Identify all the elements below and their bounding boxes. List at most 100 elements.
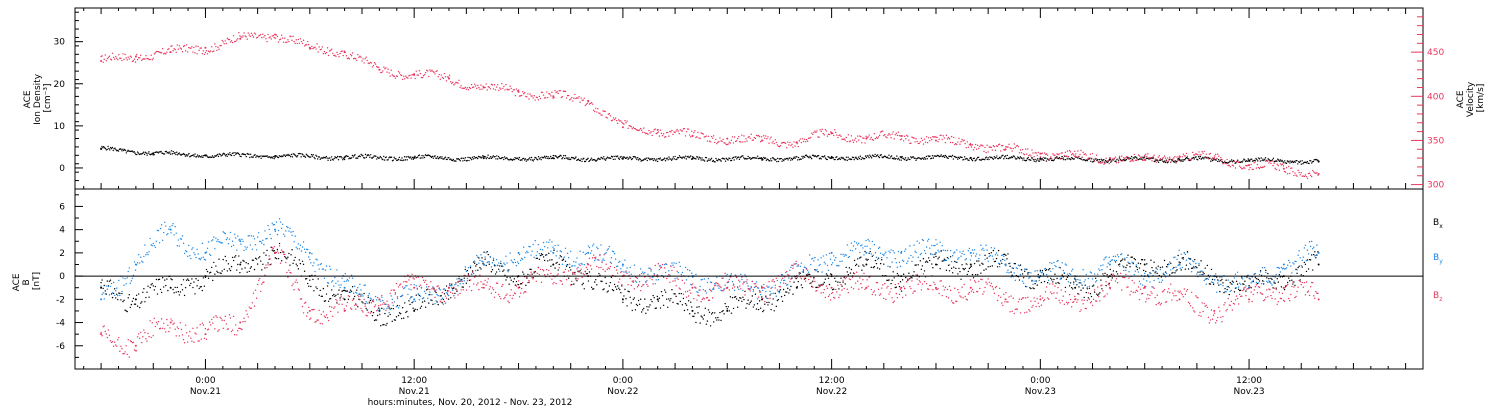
data-sample [870,251,871,252]
data-sample [194,254,195,255]
data-sample [1219,291,1220,292]
data-sample [792,294,793,295]
data-sample [1248,169,1249,170]
data-sample [341,50,342,51]
data-sample [721,311,722,312]
data-sample [696,307,697,308]
data-sample [1254,160,1255,161]
data-sample [176,232,177,233]
data-sample [252,249,253,250]
data-sample [764,304,765,305]
data-sample [896,286,897,287]
data-sample [134,152,135,153]
data-sample [535,157,536,158]
data-sample [807,270,808,271]
data-sample [313,154,314,155]
data-sample [1009,266,1010,267]
data-sample [834,129,835,130]
data-sample [600,158,601,159]
data-sample [856,264,857,265]
data-sample [1199,271,1200,272]
data-sample [707,320,708,321]
data-sample [693,132,694,133]
data-sample [963,159,964,160]
data-sample [317,51,318,52]
data-sample [513,159,514,160]
data-sample [854,159,855,160]
data-sample [591,157,592,158]
data-sample [261,37,262,38]
data-sample [787,284,788,285]
data-sample [632,158,633,159]
data-sample [278,230,279,231]
data-sample [940,134,941,135]
data-sample [802,157,803,158]
data-sample [237,38,238,39]
data-point [1144,263,1146,265]
data-sample [512,91,513,92]
data-sample [1310,259,1311,260]
data-sample [931,245,932,246]
data-sample [121,60,122,61]
data-sample [829,134,830,135]
data-sample [420,157,421,158]
data-sample [487,89,488,90]
data-sample [745,308,746,309]
data-sample [740,274,741,275]
data-sample [1119,157,1120,158]
data-sample [431,69,432,70]
data-sample [781,296,782,297]
data-sample [113,150,114,151]
data-sample [327,157,328,158]
data-sample [533,95,534,96]
data-sample [771,160,772,161]
data-sample [710,159,711,160]
data-sample [832,262,833,263]
data-sample [935,256,936,257]
data-sample [801,156,802,157]
data-sample [174,226,175,227]
data-sample [1144,156,1145,157]
data-sample [1278,165,1279,166]
data-sample [110,279,111,280]
data-sample [546,241,547,242]
data-sample [217,47,218,48]
data-sample [395,319,396,320]
data-sample [767,304,768,305]
data-sample [1104,163,1105,164]
data-sample [110,286,111,287]
data-sample [1113,159,1114,160]
data-sample [1304,176,1305,177]
data-sample [798,157,799,158]
data-sample [1203,158,1204,159]
data-sample [860,159,861,160]
data-sample [135,61,136,62]
data-sample [436,158,437,159]
data-sample [863,137,864,138]
data-sample [412,308,413,309]
data-sample [142,292,143,293]
data-sample [1311,176,1312,177]
data-sample [316,259,317,260]
data-sample [972,144,973,145]
data-sample [1050,156,1051,157]
data-sample [583,283,584,284]
data-sample [983,151,984,152]
data-sample [734,136,735,137]
data-sample [334,277,335,278]
data-sample [106,285,107,286]
data-sample [1183,154,1184,155]
data-sample [221,242,222,243]
data-sample [849,256,850,257]
data-sample [605,252,606,253]
data-sample [383,66,384,67]
data-point [1109,263,1111,265]
data-sample [615,117,616,118]
data-sample [521,159,522,160]
data-sample [504,156,505,157]
data-sample [1063,159,1064,160]
data-sample [366,157,367,158]
data-sample [754,304,755,305]
data-sample [853,157,854,158]
data-sample [1198,265,1199,266]
